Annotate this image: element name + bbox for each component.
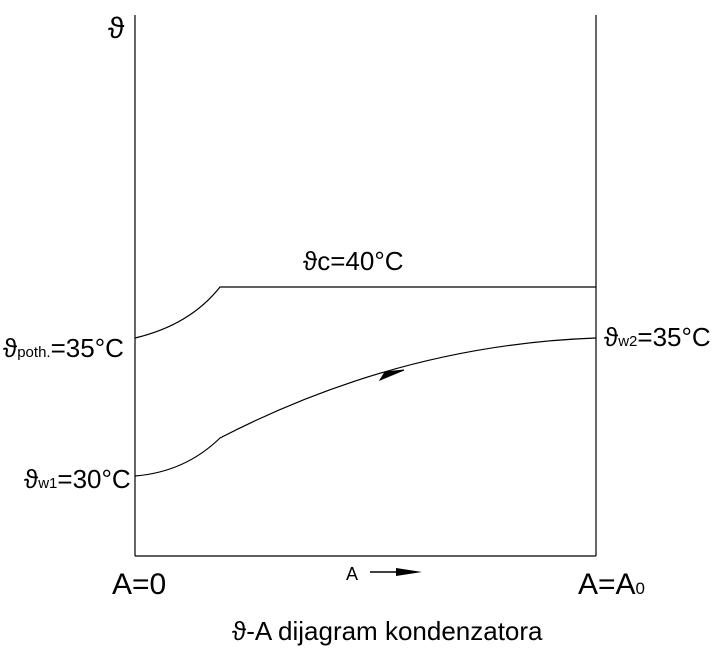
steam-temperature-curve — [134, 286, 596, 339]
y-axis-symbol: ϑ — [108, 12, 125, 45]
water-outlet-temperature-label: ϑw2=35°C — [604, 322, 711, 352]
x-axis-label: A — [346, 564, 358, 584]
condensation-temperature-label: ϑc=40°C — [303, 246, 404, 276]
x-direction-arrowhead — [396, 568, 422, 576]
water-inlet-temperature-label: ϑw1=30°C — [24, 464, 131, 494]
flow-direction-arrow — [378, 369, 405, 382]
x-end-label: A=A0 — [578, 568, 645, 601]
x-start-label: A=0 — [112, 568, 166, 601]
diagram-caption: ϑ-A dijagram kondenzatora — [232, 616, 543, 646]
water-temperature-curve — [134, 337, 597, 477]
steam-start-temperature-label: ϑpoth.=35°C — [3, 333, 124, 363]
